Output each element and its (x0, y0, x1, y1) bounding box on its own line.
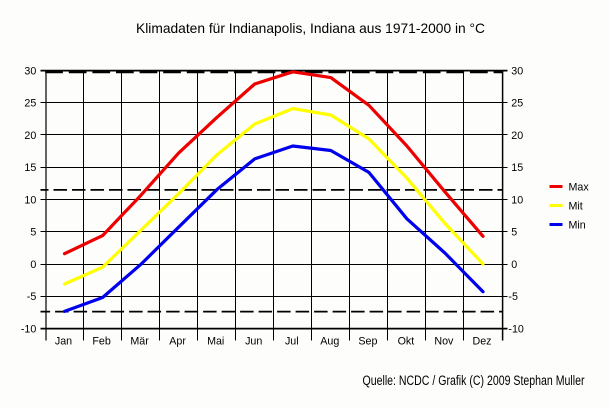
svg-text:Mär: Mär (130, 336, 149, 348)
svg-text:10: 10 (511, 194, 523, 206)
svg-text:Klimadaten für Indianapolis, I: Klimadaten für Indianapolis, Indiana aus… (136, 20, 485, 36)
svg-text:Min: Min (569, 219, 586, 231)
svg-text:Sep: Sep (358, 336, 377, 348)
svg-text:Jan: Jan (55, 336, 72, 348)
svg-text:Max: Max (569, 181, 590, 193)
svg-text:Jul: Jul (285, 336, 299, 348)
svg-text:-5: -5 (27, 291, 37, 303)
svg-text:0: 0 (511, 259, 517, 271)
svg-text:5: 5 (30, 227, 36, 239)
svg-text:Okt: Okt (398, 336, 415, 348)
svg-text:30: 30 (24, 65, 36, 77)
svg-text:Mai: Mai (207, 336, 224, 348)
svg-text:5: 5 (511, 227, 517, 239)
svg-text:30: 30 (511, 65, 523, 77)
svg-text:Nov: Nov (434, 336, 454, 348)
svg-text:Quelle: NCDC / Grafik (C) 2009: Quelle: NCDC / Grafik (C) 2009 Stephan M… (363, 373, 585, 388)
svg-text:Aug: Aug (320, 336, 339, 348)
svg-text:Mit: Mit (569, 200, 583, 212)
svg-text:Feb: Feb (92, 336, 110, 348)
svg-text:Jun: Jun (245, 336, 262, 348)
svg-text:10: 10 (24, 194, 36, 206)
svg-text:20: 20 (24, 130, 36, 142)
svg-text:25: 25 (24, 98, 36, 110)
svg-text:0: 0 (30, 259, 36, 271)
svg-text:Dez: Dez (472, 336, 491, 348)
svg-text:15: 15 (24, 162, 36, 174)
svg-text:15: 15 (511, 162, 523, 174)
svg-text:25: 25 (511, 98, 523, 110)
svg-text:-10: -10 (21, 323, 37, 335)
svg-text:-10: -10 (508, 323, 524, 335)
svg-text:20: 20 (511, 130, 523, 142)
svg-text:-5: -5 (508, 291, 518, 303)
svg-text:Apr: Apr (169, 336, 186, 348)
